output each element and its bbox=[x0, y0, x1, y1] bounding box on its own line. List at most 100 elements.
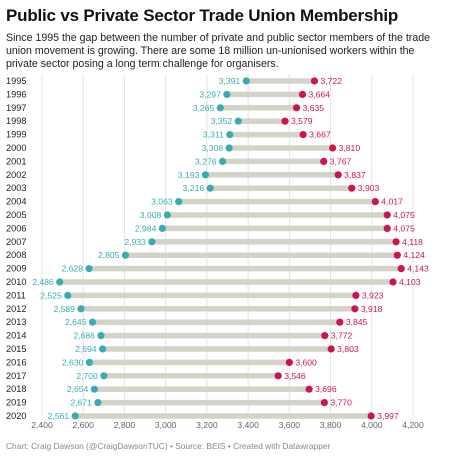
private-dot bbox=[242, 77, 250, 85]
public-dot bbox=[305, 385, 313, 393]
private-value-label: 2,700 bbox=[76, 371, 98, 381]
public-value-label: 3,600 bbox=[295, 357, 317, 367]
private-value-label: 3,391 bbox=[219, 76, 241, 86]
public-value-label: 4,017 bbox=[381, 197, 403, 207]
public-dot bbox=[320, 157, 328, 165]
private-value-label: 2,525 bbox=[40, 290, 62, 300]
y-category-label: 2000 bbox=[6, 143, 26, 153]
private-value-label: 3,063 bbox=[151, 197, 173, 207]
public-value-label: 4,143 bbox=[407, 264, 429, 274]
private-value-label: 3,352 bbox=[211, 116, 233, 126]
y-category-label: 2013 bbox=[6, 317, 26, 327]
private-value-label: 2,486 bbox=[32, 277, 54, 287]
public-value-label: 3,918 bbox=[361, 304, 383, 314]
private-value-label: 2,561 bbox=[48, 411, 70, 421]
private-dot bbox=[98, 345, 107, 353]
private-value-label: 2,671 bbox=[70, 398, 92, 408]
private-dot bbox=[77, 305, 85, 313]
private-dot bbox=[234, 117, 242, 125]
y-category-label: 2015 bbox=[6, 344, 26, 354]
label-layer: 2,400 2,600 2,800 3,000 3,200 3,400 3,600 3,800… bbox=[6, 76, 429, 430]
x-tick-label: 4,000 bbox=[361, 420, 383, 430]
private-dot bbox=[64, 291, 72, 299]
private-value-label: 2,805 bbox=[98, 250, 120, 260]
y-category-label: 1998 bbox=[6, 116, 26, 126]
public-value-label: 3,722 bbox=[320, 76, 342, 86]
private-value-label: 2,630 bbox=[62, 357, 84, 367]
public-dot bbox=[292, 104, 301, 112]
public-value-label: 3,546 bbox=[284, 371, 306, 381]
private-value-label: 3,265 bbox=[193, 103, 215, 113]
public-value-label: 4,124 bbox=[403, 250, 425, 260]
x-tick-label: 3,000 bbox=[155, 420, 177, 430]
private-value-label: 3,008 bbox=[140, 210, 162, 220]
y-category-label: 2017 bbox=[6, 371, 26, 381]
private-dot bbox=[88, 318, 97, 326]
private-value-label: 3,297 bbox=[199, 89, 221, 99]
x-tick-label: 3,600 bbox=[279, 420, 301, 430]
private-dot bbox=[71, 412, 79, 420]
private-dot bbox=[226, 131, 234, 139]
x-tick-label: 3,200 bbox=[196, 420, 218, 430]
private-dot bbox=[100, 372, 108, 380]
chart-subtitle: Since 1995 the gap between the number of… bbox=[6, 32, 431, 70]
y-category-label: 2011 bbox=[6, 290, 26, 300]
public-dot bbox=[397, 265, 405, 273]
private-dot bbox=[218, 157, 227, 165]
y-category-label: 2002 bbox=[6, 170, 26, 180]
public-dot bbox=[274, 372, 282, 380]
y-category-label: 1996 bbox=[6, 89, 26, 99]
x-tick-label: 3,800 bbox=[320, 420, 342, 430]
y-category-label: 2005 bbox=[6, 210, 26, 220]
y-category-label: 1995 bbox=[6, 76, 26, 86]
private-dot bbox=[85, 265, 93, 273]
private-value-label: 2,694 bbox=[75, 344, 97, 354]
public-value-label: 3,837 bbox=[344, 170, 366, 180]
y-category-label: 2020 bbox=[6, 411, 26, 421]
y-category-label: 2007 bbox=[6, 237, 26, 247]
y-category-label: 2008 bbox=[6, 250, 26, 260]
private-value-label: 2,654 bbox=[67, 384, 89, 394]
public-value-label: 3,696 bbox=[315, 384, 337, 394]
public-value-label: 3,810 bbox=[339, 143, 361, 153]
public-value-label: 3,635 bbox=[303, 103, 325, 113]
private-dot bbox=[216, 104, 224, 112]
public-value-label: 4,118 bbox=[402, 237, 423, 247]
public-value-label: 3,923 bbox=[362, 290, 384, 300]
private-value-label: 2,686 bbox=[73, 331, 95, 341]
public-dot bbox=[281, 117, 289, 125]
y-category-label: 1999 bbox=[6, 130, 26, 140]
private-value-label: 3,216 bbox=[183, 183, 205, 193]
private-dot bbox=[85, 358, 94, 366]
private-dot bbox=[225, 144, 233, 152]
public-value-label: 3,772 bbox=[331, 331, 353, 341]
chart-credit: Chart: Craig Dawson (@CraigDawsonTUC) • … bbox=[6, 441, 331, 451]
x-tick-label: 3,400 bbox=[237, 420, 259, 430]
public-dot bbox=[310, 77, 319, 85]
public-dot bbox=[320, 399, 328, 407]
private-value-label: 2,645 bbox=[65, 317, 87, 327]
x-tick-label: 4,200 bbox=[402, 420, 424, 430]
dot-layer bbox=[56, 77, 405, 420]
private-dot bbox=[201, 171, 210, 179]
public-value-label: 3,997 bbox=[377, 411, 399, 421]
public-value-label: 3,845 bbox=[346, 317, 368, 327]
public-dot bbox=[348, 184, 356, 192]
y-category-label: 2004 bbox=[6, 197, 26, 207]
public-value-label: 4,075 bbox=[393, 223, 415, 233]
public-value-label: 3,803 bbox=[337, 344, 359, 354]
public-value-label: 3,903 bbox=[358, 183, 380, 193]
private-dot bbox=[94, 399, 102, 407]
public-dot bbox=[393, 251, 401, 259]
y-category-label: 2003 bbox=[6, 183, 26, 193]
private-value-label: 2,984 bbox=[135, 223, 157, 233]
private-value-label: 3,311 bbox=[203, 130, 224, 140]
y-category-label: 2006 bbox=[6, 223, 26, 233]
public-value-label: 4,103 bbox=[399, 277, 421, 287]
private-value-label: 3,308 bbox=[202, 143, 224, 153]
private-value-label: 2,933 bbox=[124, 237, 146, 247]
chart-title: Public vs Private Sector Trade Union Mem… bbox=[6, 6, 399, 25]
public-dot bbox=[383, 211, 391, 219]
private-dot bbox=[121, 251, 130, 259]
